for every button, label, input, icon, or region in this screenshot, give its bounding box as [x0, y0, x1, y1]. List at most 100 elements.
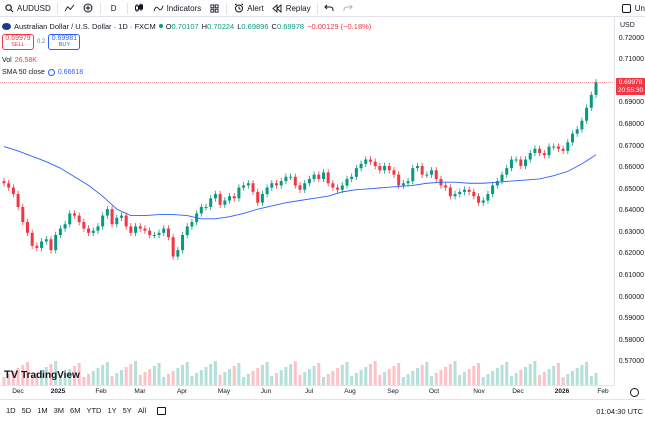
indicators-button[interactable]: Indicators — [149, 0, 206, 17]
change-value: −0.00129 (−0.18%) — [307, 21, 372, 31]
add-symbol-button[interactable] — [79, 0, 98, 17]
open-value: 0.70107 — [171, 21, 199, 31]
candle-body — [143, 228, 147, 231]
price-chart[interactable] — [0, 17, 614, 385]
candle-body — [181, 235, 185, 251]
candle-body — [364, 159, 368, 164]
alarm-clock-icon — [233, 3, 244, 14]
buy-button[interactable]: 0.69981 BUY — [48, 34, 81, 50]
currency-label[interactable]: USD — [620, 22, 635, 29]
sell-price: 0.69979 — [5, 35, 31, 42]
layout-name-label[interactable]: Un — [634, 4, 645, 13]
volume-bar — [54, 361, 58, 385]
sma-legend[interactable]: SMA 50 close 0.66618 — [2, 66, 374, 78]
candle-body — [190, 222, 194, 227]
price-axis[interactable]: 0.720000.710000.700000.690000.680000.670… — [614, 17, 645, 385]
undo-button[interactable] — [320, 0, 339, 17]
volume-bar — [298, 375, 302, 385]
candle-body — [293, 176, 297, 186]
range-button-all[interactable]: All — [137, 406, 147, 415]
volume-bar — [171, 371, 175, 385]
volume-bar — [401, 377, 405, 385]
range-button-3m[interactable]: 3M — [53, 406, 65, 415]
alert-label: Alert — [247, 3, 264, 13]
volume-bar — [2, 377, 6, 385]
range-button-ytd[interactable]: YTD — [86, 406, 102, 415]
candle-body — [124, 215, 128, 227]
candle-body — [7, 183, 11, 188]
candle-body — [77, 215, 81, 223]
symbol-search-button[interactable]: AUDUSD — [0, 0, 55, 17]
volume-bar — [509, 376, 513, 385]
candle-body — [430, 170, 434, 175]
candle-body — [472, 191, 476, 197]
trade-buttons: 0.69979 SELL 0.2 0.69981 BUY — [2, 34, 374, 50]
time-axis[interactable]: Dec 2025 Feb Mar Apr May Jun Jul Aug Sep Oct Nov Dec… — [0, 385, 614, 399]
candle-body — [171, 237, 175, 257]
range-button-6m[interactable]: 6M — [70, 406, 81, 415]
range-button-1y[interactable]: 1Y — [107, 406, 117, 415]
candle-body — [91, 230, 95, 233]
sell-button[interactable]: 0.69979 SELL — [2, 34, 34, 50]
redo-button[interactable] — [339, 0, 358, 17]
price-tick-label: 0.67000 — [618, 142, 644, 150]
candle-body — [96, 226, 100, 231]
price-tick-label: 0.62000 — [618, 250, 644, 258]
settings-gear-icon[interactable] — [630, 388, 639, 397]
range-button-list: 1D 5D 1M 3M 6M YTD 1Y 5Y All — [0, 406, 149, 415]
volume-bar — [373, 361, 377, 385]
compare-button[interactable] — [60, 0, 79, 17]
price-tick-label: 0.59000 — [618, 315, 644, 323]
volume-bar — [307, 369, 311, 385]
volume-bar — [491, 371, 495, 385]
price-tick-label: 0.57000 — [618, 358, 644, 366]
candle-body — [256, 191, 260, 203]
sma-value: 0.66618 — [57, 68, 84, 76]
candle-body — [411, 168, 415, 182]
time-tick-label: Oct — [428, 388, 440, 395]
volume-bar — [406, 374, 410, 385]
candle-body — [129, 226, 133, 233]
range-button-5y[interactable]: 5Y — [122, 406, 132, 415]
range-button-1m[interactable]: 1M — [37, 406, 48, 415]
volume-bar — [25, 362, 29, 385]
volume-legend[interactable]: Vol 26.58K — [2, 54, 374, 66]
volume-bar — [87, 374, 91, 385]
candle-body — [138, 226, 142, 229]
alert-button[interactable]: Alert — [229, 0, 267, 17]
price-tick-label: 0.64000 — [618, 207, 644, 215]
candle-body — [481, 200, 485, 203]
close-value: 0.69978 — [276, 21, 305, 31]
volume-bar — [317, 363, 321, 385]
volume-bar — [21, 365, 25, 385]
range-button-1d[interactable]: 1D — [6, 406, 16, 415]
calendar-icon[interactable] — [157, 406, 167, 415]
symbol-title[interactable]: Australian Dollar / U.S. Dollar · 1D · F… — [14, 21, 156, 31]
volume-bar — [115, 373, 119, 385]
candle-body — [317, 174, 321, 179]
chart-type-button[interactable] — [130, 0, 149, 17]
volume-bar — [16, 368, 20, 385]
candle-body — [246, 183, 250, 186]
candle-body — [401, 183, 405, 186]
candle-body — [82, 222, 86, 229]
candle-body — [105, 209, 109, 216]
chart-pane[interactable]: Australian Dollar / U.S. Dollar · 1D · F… — [0, 17, 614, 385]
volume-bar — [162, 377, 166, 385]
replay-button[interactable]: Replay — [268, 0, 315, 17]
candle-body — [218, 194, 222, 205]
price-tick-label: 0.69000 — [618, 99, 644, 107]
candle-body — [242, 185, 246, 188]
clock-area[interactable]: 01:04:30 UTC — [596, 400, 643, 421]
candle-body — [406, 181, 410, 184]
bottom-toolbar: 1D 5D 1M 3M 6M YTD 1Y 5Y All 01:04:30 UTC — [0, 399, 645, 421]
tradingview-logo[interactable]: TV TradingView — [4, 369, 80, 381]
volume-bar — [444, 367, 448, 385]
interval-button[interactable]: D — [103, 0, 125, 17]
toolbar-divider — [316, 2, 318, 14]
candle-body — [228, 196, 232, 201]
volume-bar — [434, 373, 438, 385]
templates-button[interactable] — [205, 0, 224, 17]
unnamed-checkbox[interactable] — [621, 4, 631, 13]
range-button-5d[interactable]: 5D — [21, 406, 32, 415]
